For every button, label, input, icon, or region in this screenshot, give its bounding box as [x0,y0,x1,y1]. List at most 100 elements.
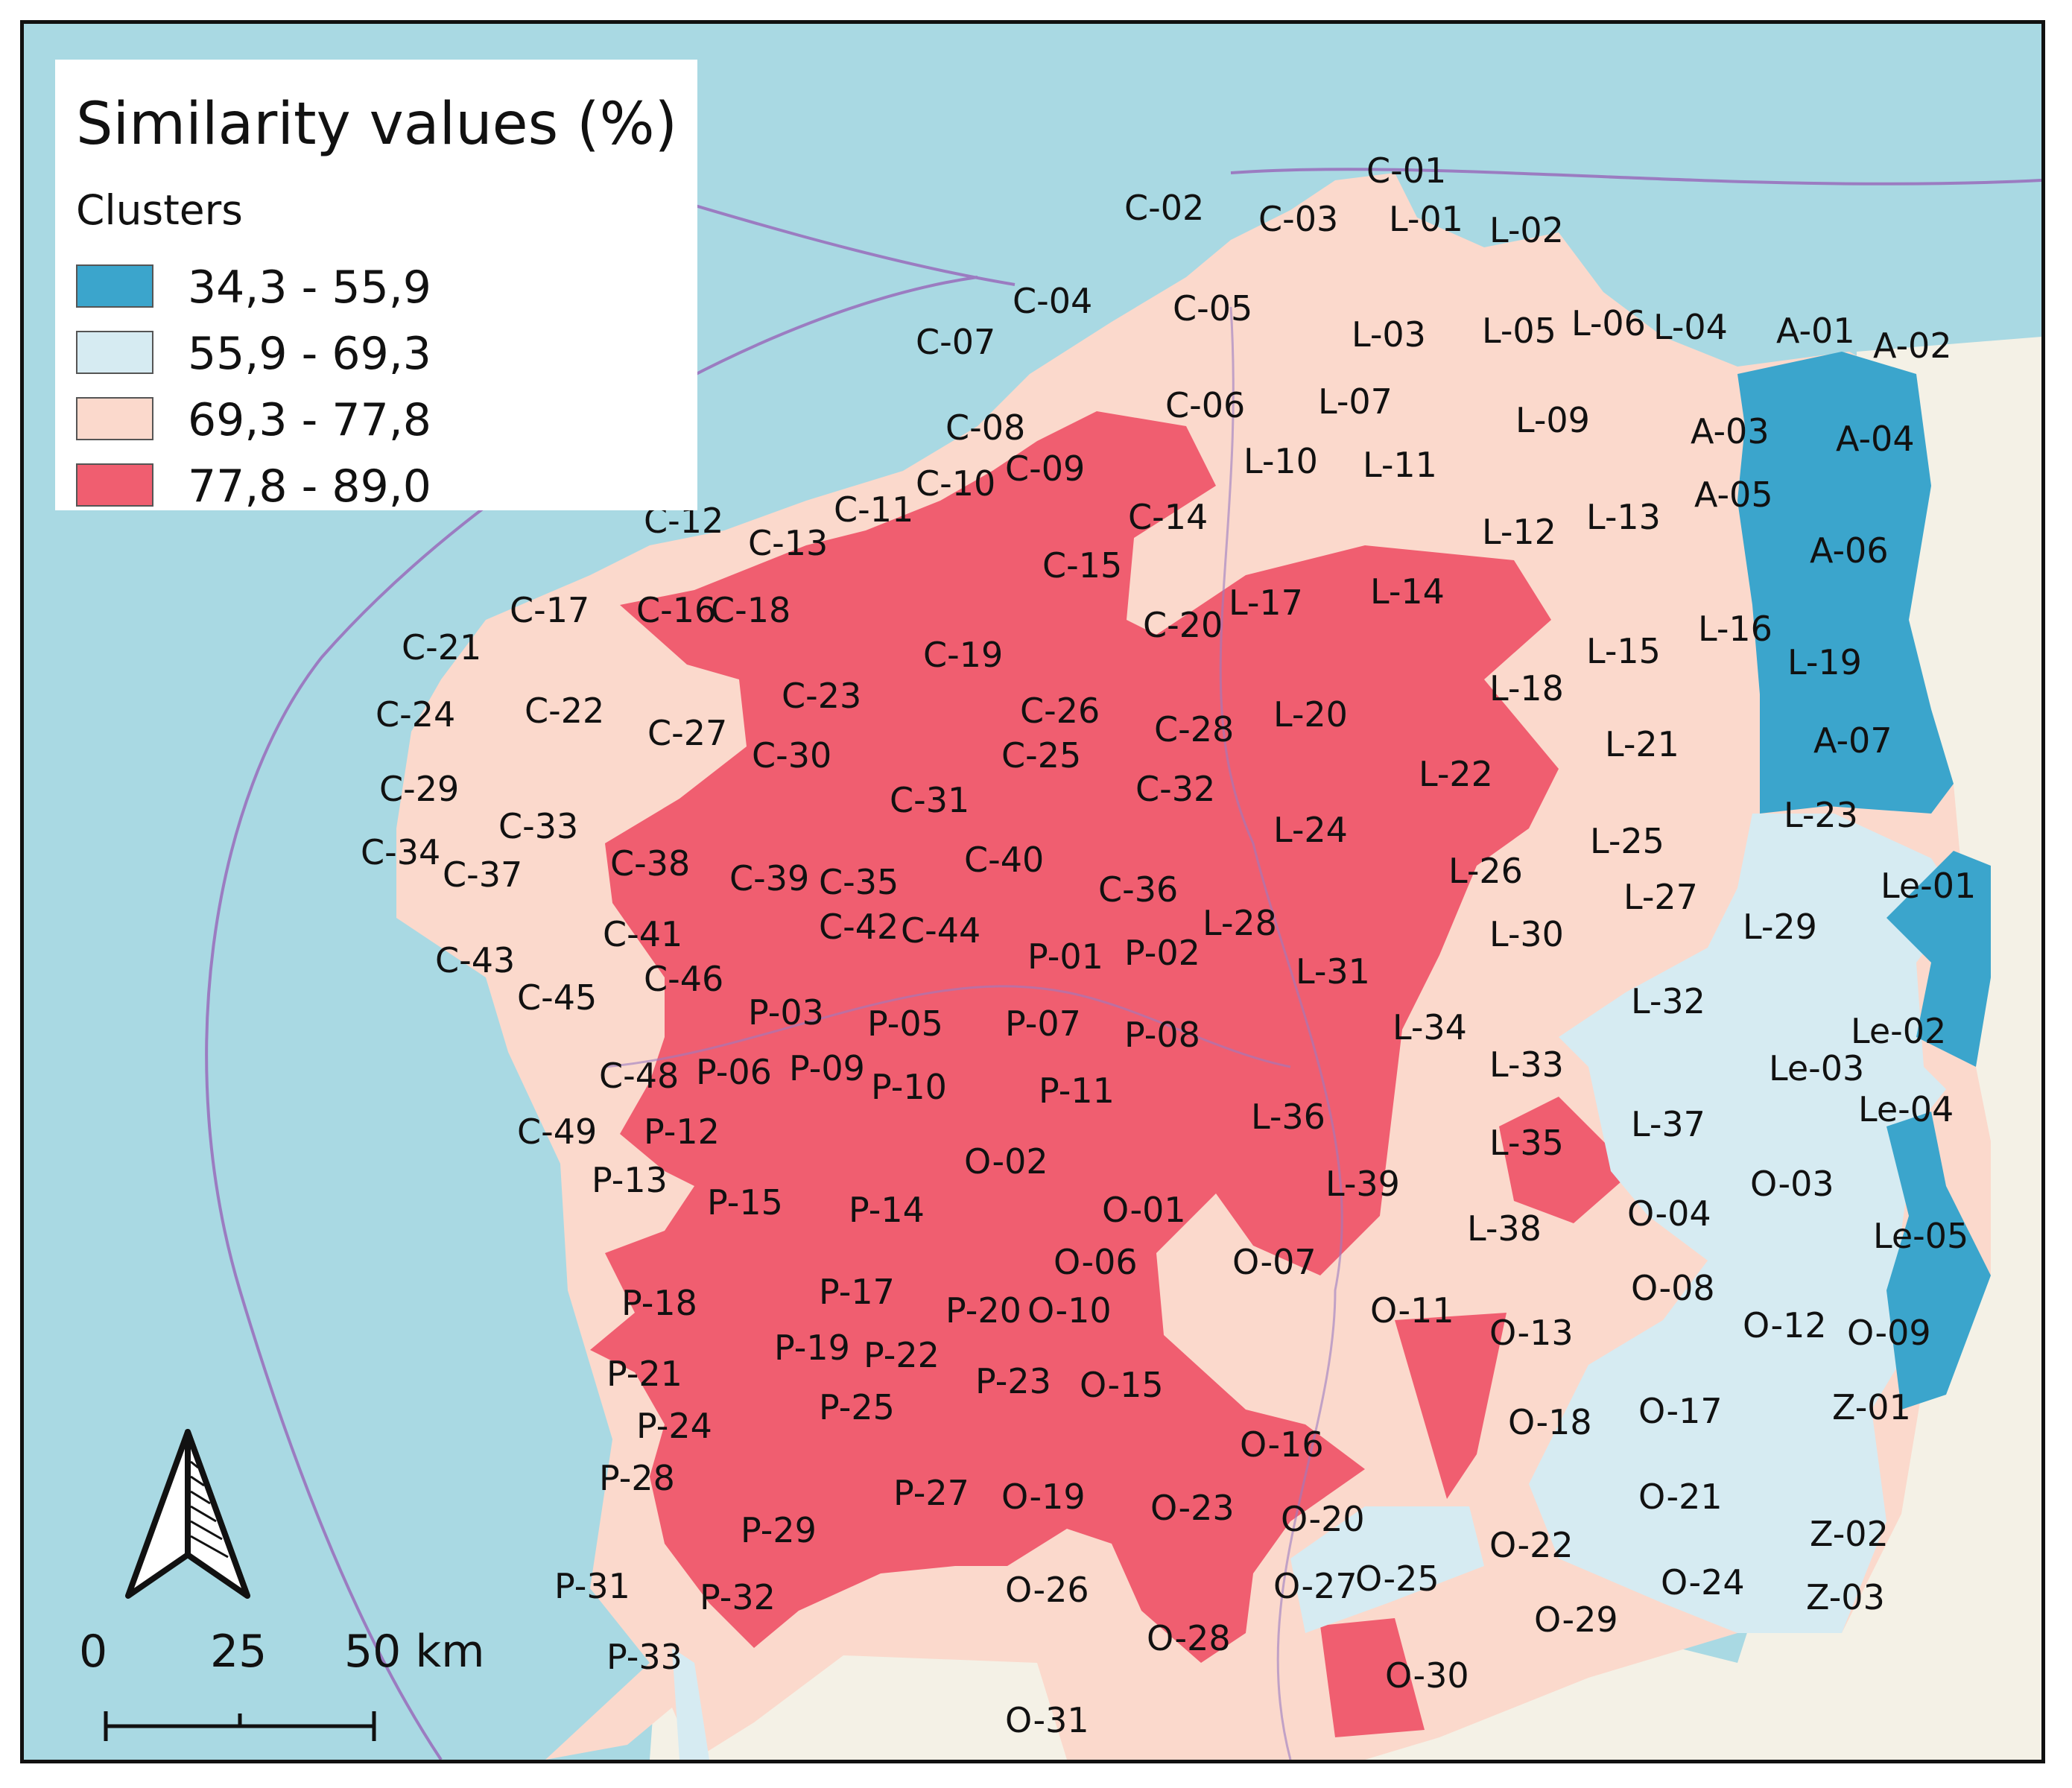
region-label: C-46 [644,959,723,999]
legend: Similarity values (%) Clusters 34,3 - 55… [55,60,697,513]
region-label: P-14 [849,1190,925,1230]
region-label: C-29 [379,769,459,809]
region-label: O-11 [1370,1290,1454,1331]
region-label: O-28 [1147,1618,1231,1658]
region-label: A-05 [1694,475,1773,515]
region-label: L-03 [1352,314,1426,355]
region-label: C-18 [711,590,791,630]
region-label: C-31 [890,780,969,820]
legend-item-label: 69,3 - 77,8 [188,394,431,446]
region-label: L-14 [1370,571,1445,612]
legend-item-label: 34,3 - 55,9 [188,261,431,314]
region-polygon-lightblue [1529,814,1961,1633]
region-polygon-high [1499,1097,1633,1223]
scale-tick-label: 0 [79,1626,108,1678]
region-label: C-15 [1042,545,1122,586]
region-label: P-08 [1124,1015,1200,1055]
legend-item-label: 77,8 - 89,0 [188,460,431,513]
region-label: L-37 [1631,1104,1705,1144]
region-label: P-13 [592,1160,668,1200]
region-label: P-22 [864,1335,940,1375]
region-label: L-25 [1590,821,1664,861]
region-label: C-27 [647,713,727,753]
region-label: P-23 [975,1361,1051,1401]
region-label: C-04 [1013,281,1092,321]
region-label: O-21 [1638,1477,1723,1517]
region-label: P-29 [741,1510,817,1550]
legend-swatch [76,463,153,507]
region-label: L-27 [1623,877,1698,917]
region-label: C-06 [1165,385,1245,425]
scale-bar-line [104,1711,376,1741]
region-label: Z-01 [1832,1387,1911,1427]
region-label: O-22 [1489,1525,1574,1565]
region-label: L-21 [1605,724,1679,764]
region-label: L-33 [1489,1044,1564,1085]
region-label: C-20 [1143,605,1223,645]
region-label: C-39 [729,858,809,898]
region-label: C-10 [916,463,995,504]
region-label: O-15 [1080,1365,1164,1405]
region-label: C-17 [510,590,589,630]
region-label: C-24 [376,694,455,735]
region-label: C-03 [1258,199,1338,239]
region-label: L-06 [1571,303,1646,343]
region-label: L-16 [1698,609,1772,649]
region-label: P-28 [599,1458,675,1498]
region-label: P-06 [696,1052,772,1092]
region-label: L-39 [1325,1164,1400,1204]
region-label: L-19 [1787,642,1862,682]
region-label: P-15 [707,1182,783,1223]
region-label: C-37 [443,855,522,895]
region-label: P-12 [644,1112,720,1152]
region-label: L-01 [1389,199,1463,239]
region-label: A-07 [1813,720,1892,761]
legend-item: 55,9 - 69,3 [76,328,687,380]
region-label: Le-03 [1769,1048,1864,1088]
scale-tick-label: 25 [210,1626,267,1678]
region-label: O-24 [1661,1562,1745,1602]
legend-swatch [76,331,153,374]
region-label: P-33 [606,1637,682,1677]
region-label: O-13 [1489,1313,1574,1353]
region-label: O-20 [1281,1499,1365,1539]
region-label: C-30 [752,735,831,776]
region-label: L-15 [1586,631,1661,671]
province-border-line [1219,306,1343,1760]
region-label: Le-01 [1881,866,1976,906]
region-label: C-14 [1128,497,1208,537]
region-label: C-11 [834,489,913,530]
region-label: L-17 [1229,583,1303,623]
legend-title: Similarity values (%) [76,91,678,158]
region-label: L-02 [1489,210,1564,250]
region-label: L-10 [1243,441,1318,481]
region-label: Le-05 [1873,1216,1968,1256]
region-polygon-darkblue [1886,851,1991,1067]
region-label: O-12 [1743,1305,1827,1345]
region-label: P-10 [871,1067,947,1107]
region-polygon-lightblue [672,1648,709,1760]
region-label: L-35 [1489,1123,1564,1163]
region-label: L-23 [1784,795,1858,835]
region-label: C-07 [916,322,995,362]
region-label: A-04 [1836,419,1915,459]
region-label: L-32 [1631,981,1705,1021]
region-label: O-19 [1001,1477,1086,1517]
north-arrow-icon [125,1429,250,1599]
region-label: O-01 [1102,1190,1186,1230]
region-label: P-18 [621,1283,697,1323]
region-label: A-01 [1776,311,1855,351]
region-label: C-21 [402,627,481,668]
region-label: O-09 [1847,1313,1931,1353]
region-label: P-24 [636,1406,712,1446]
region-label: P-32 [700,1577,776,1617]
legend-item: 34,3 - 55,9 [76,261,687,314]
region-label: O-26 [1005,1570,1089,1610]
region-label: L-28 [1203,903,1277,943]
region-label: C-16 [636,590,716,630]
region-label: C-09 [1005,448,1085,489]
region-label: P-05 [867,1004,943,1044]
region-label: L-36 [1251,1097,1325,1137]
region-label: O-04 [1627,1193,1711,1234]
region-label: O-10 [1027,1290,1112,1331]
